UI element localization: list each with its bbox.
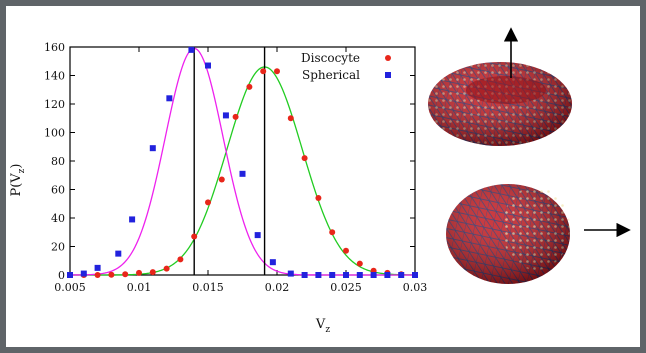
y-tick-label: 20 — [51, 241, 65, 254]
chart: 0.005 0.01 0.015 0.02 0.025 0.03 0 20 40 60 80 100 1… — [9, 27, 631, 335]
data-point-spherical — [67, 272, 73, 278]
data-point-discocyte — [191, 233, 198, 240]
x-tick-label: 0.005 — [54, 281, 86, 294]
data-point-spherical — [315, 272, 322, 278]
discocyte-cell-illustration — [428, 27, 572, 146]
legend-label: Discocyte — [301, 51, 360, 65]
data-point-discocyte — [218, 176, 225, 183]
y-tick-label: 80 — [51, 155, 65, 168]
x-axis-label: Vz — [315, 317, 330, 335]
figure-panel: 0.005 0.01 0.015 0.02 0.025 0.03 0 20 40 60 80 100 1… — [6, 6, 640, 347]
data-point-spherical — [384, 272, 391, 278]
data-point-spherical — [188, 46, 195, 53]
legend-marker — [385, 72, 391, 78]
y-tick-label: 0 — [58, 269, 65, 282]
y-tick-label: 60 — [51, 184, 65, 197]
y-tick-label: 100 — [44, 127, 65, 140]
data-point-discocyte — [356, 260, 363, 267]
y-tick-label: 140 — [44, 70, 65, 83]
data-point-spherical — [287, 270, 294, 277]
plot-frame — [69, 46, 416, 276]
data-point-spherical — [356, 272, 363, 278]
data-point-discocyte — [274, 68, 280, 75]
data-point-discocyte — [149, 269, 156, 276]
data-point-discocyte — [163, 265, 170, 272]
y-tick-label: 160 — [44, 41, 65, 54]
data-point-spherical — [398, 272, 405, 278]
data-point-spherical — [129, 216, 136, 223]
data-point-spherical — [343, 272, 349, 278]
y-tick-label: 120 — [44, 98, 65, 111]
legend-label: Spherical — [302, 68, 360, 82]
x-tick-label: 0.025 — [330, 281, 362, 294]
data-point-discocyte — [108, 271, 115, 278]
data-point-spherical — [254, 232, 261, 239]
data-point-spherical — [222, 112, 229, 119]
data-point-discocyte — [246, 83, 253, 90]
data-point-spherical — [412, 272, 418, 278]
data-point-discocyte — [94, 272, 101, 278]
x-tick-label: 0.03 — [403, 281, 428, 294]
data-point-spherical — [239, 170, 246, 177]
data-point-discocyte — [122, 271, 129, 278]
spherical-cell-illustration — [446, 184, 631, 284]
fit-curves — [69, 47, 416, 276]
data-point-discocyte — [287, 115, 294, 122]
data-point-spherical — [269, 259, 276, 266]
x-tick-label: 0.015 — [192, 281, 224, 294]
legend-marker — [385, 55, 391, 61]
data-point-spherical — [370, 272, 377, 278]
data-point-spherical — [94, 264, 101, 271]
mean-lines — [193, 47, 266, 275]
data-points — [67, 46, 418, 278]
data-point-discocyte — [205, 199, 211, 206]
data-point-spherical — [166, 95, 173, 102]
data-point-discocyte — [260, 68, 267, 75]
data-point-discocyte — [136, 269, 142, 276]
data-point-spherical — [205, 62, 211, 69]
data-point-spherical — [301, 272, 308, 278]
data-point-discocyte — [315, 195, 322, 202]
data-point-spherical — [329, 272, 336, 278]
data-point-discocyte — [232, 113, 239, 120]
data-point-discocyte — [301, 155, 308, 162]
legend: Discocyte Spherical — [301, 51, 391, 82]
data-point-spherical — [115, 250, 122, 257]
data-point-discocyte — [177, 256, 184, 263]
data-point-discocyte — [343, 247, 349, 254]
y-axis-label: P(Vz) — [9, 163, 27, 196]
axes: 0.005 0.01 0.015 0.02 0.025 0.03 0 20 40 60 80 100 1… — [44, 41, 427, 294]
x-tick-label: 0.02 — [265, 281, 290, 294]
data-point-spherical — [149, 145, 156, 152]
fit-curve-spherical — [69, 47, 415, 276]
x-tick-label: 0.01 — [127, 281, 152, 294]
data-point-spherical — [80, 270, 87, 277]
data-point-discocyte — [329, 229, 336, 236]
y-tick-label: 40 — [51, 212, 65, 225]
